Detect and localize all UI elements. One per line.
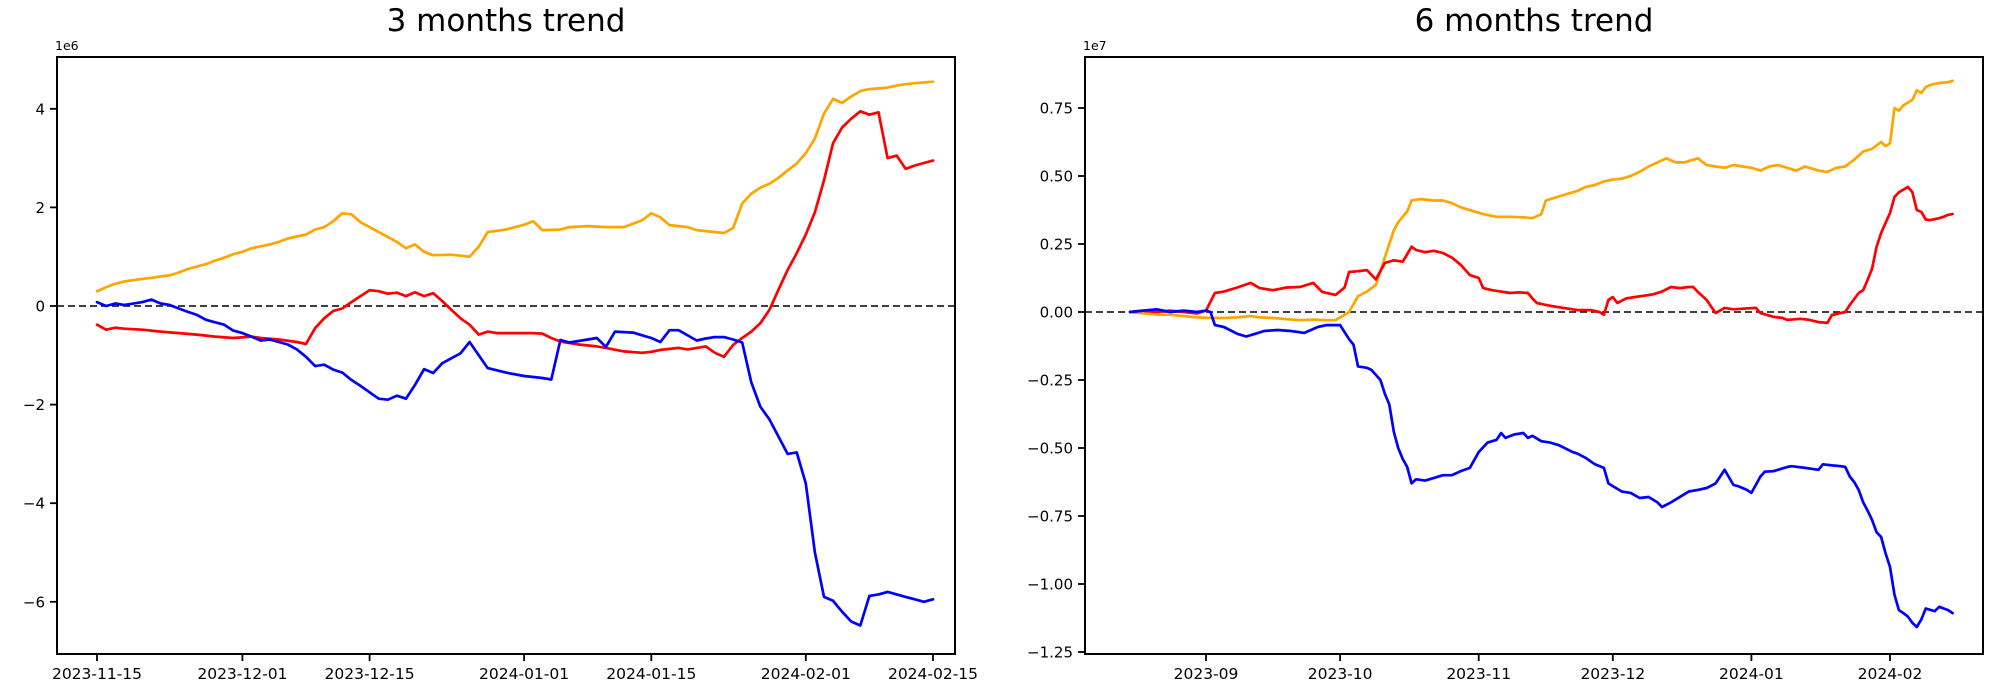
x-tick-label: 2024-01-15 bbox=[606, 665, 696, 683]
chart-title-3-months: 3 months trend bbox=[386, 3, 626, 39]
x-tick-label: 2024-01 bbox=[1719, 665, 1784, 683]
y-tick-label: −0.50 bbox=[1027, 440, 1073, 458]
x-tick-label: 2024-02-01 bbox=[761, 665, 851, 683]
x-tick-label: 2024-01-01 bbox=[479, 665, 569, 683]
y-tick-label: −4 bbox=[23, 495, 45, 513]
plot-border bbox=[1084, 56, 1984, 655]
y-tick-label: −6 bbox=[23, 593, 45, 611]
x-tick-label: 2023-12 bbox=[1580, 665, 1645, 683]
series-line-orange bbox=[95, 80, 935, 293]
y-tick-label: 0.75 bbox=[1040, 100, 1073, 118]
y-tick-label: 0.25 bbox=[1040, 236, 1073, 254]
series-line-red bbox=[95, 109, 935, 359]
x-tick-label: 2023-11-15 bbox=[52, 665, 142, 683]
y-tick-label: −1.00 bbox=[1027, 576, 1073, 594]
y-axis-offset-label: 1e7 bbox=[1083, 38, 1107, 53]
plot-border bbox=[56, 56, 956, 655]
series-line-blue bbox=[95, 298, 935, 627]
x-tick-label: 2023-09 bbox=[1174, 665, 1239, 683]
x-tick-label: 2024-02 bbox=[1858, 665, 1923, 683]
series-line-blue bbox=[1128, 307, 1954, 629]
y-tick-label: −0.75 bbox=[1027, 508, 1073, 526]
y-tick-label: 4 bbox=[35, 100, 45, 118]
x-tick-label: 2023-11 bbox=[1446, 665, 1511, 683]
x-tick-label: 2023-12-01 bbox=[197, 665, 287, 683]
y-tick-label: −0.25 bbox=[1027, 372, 1073, 390]
y-tick-label: 0.50 bbox=[1040, 168, 1073, 186]
y-tick-label: 0.00 bbox=[1040, 304, 1073, 322]
x-tick-label: 2023-10 bbox=[1308, 665, 1373, 683]
y-tick-label: 0 bbox=[35, 298, 45, 316]
series-line-red bbox=[1128, 185, 1954, 325]
y-axis-offset-label: 1e6 bbox=[55, 38, 79, 53]
chart-title-6-months: 6 months trend bbox=[1414, 3, 1654, 39]
y-tick-label: −1.25 bbox=[1027, 644, 1073, 662]
y-tick-label: −2 bbox=[23, 396, 45, 414]
x-tick-label: 2023-12-15 bbox=[325, 665, 415, 683]
y-tick-label: 2 bbox=[35, 199, 45, 217]
x-tick-label: 2024-02-15 bbox=[888, 665, 978, 683]
series-line-orange bbox=[1128, 79, 1954, 322]
